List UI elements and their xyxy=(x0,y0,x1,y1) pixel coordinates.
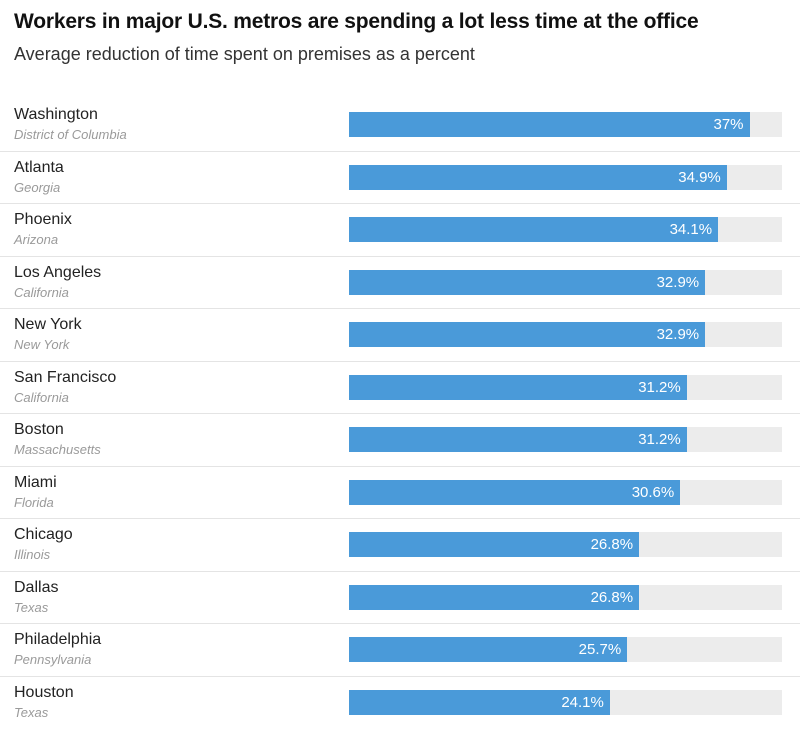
chart-title: Workers in major U.S. metros are spendin… xyxy=(14,10,699,33)
category-label: Chicago xyxy=(14,526,73,543)
bar-track: 34.1% xyxy=(349,217,782,242)
bar-row: Atlanta Georgia 34.9% xyxy=(0,152,800,204)
category-label: Phoenix xyxy=(14,211,72,228)
category-sublabel: Massachusetts xyxy=(14,442,101,457)
data-label: 30.6% xyxy=(631,483,675,501)
category-sublabel: California xyxy=(14,284,69,300)
bar-row: Houston Texas 24.1% xyxy=(0,677,800,730)
bar-track: 31.2% xyxy=(349,427,782,452)
bar-track: 26.8% xyxy=(349,584,782,610)
bar: 31.2% xyxy=(349,374,687,400)
bar: 26.8% xyxy=(349,584,640,610)
bar: 34.1% xyxy=(349,217,719,242)
category-sublabel: Texas xyxy=(14,599,49,615)
bar-track: 30.6% xyxy=(349,479,782,505)
bar-track: 24.1% xyxy=(349,689,782,715)
category-label: Washington xyxy=(14,106,98,123)
category-sublabel: Pennsylvania xyxy=(14,652,92,667)
bar-track: 34.9% xyxy=(349,164,782,190)
bar: 32.9% xyxy=(349,322,706,347)
category-label: Boston xyxy=(14,421,64,438)
category-label: Dallas xyxy=(14,578,59,596)
bar: 30.6% xyxy=(349,479,681,505)
data-label: 26.8% xyxy=(590,588,634,606)
data-label: 34.9% xyxy=(678,168,721,186)
category-sublabel: California xyxy=(14,389,69,405)
category-sublabel: Georgia xyxy=(14,179,61,195)
bar: 31.2% xyxy=(349,427,687,452)
category-sublabel: Texas xyxy=(14,704,49,720)
data-label: 26.8% xyxy=(590,536,634,553)
bar-track: 25.7% xyxy=(349,637,782,662)
data-label: 25.7% xyxy=(578,641,622,658)
bar-chart: Washington District of Columbia 37% Atlanta… xyxy=(0,99,800,729)
category-sublabel: District of Columbia xyxy=(14,127,127,142)
bar-row: Miami Florida 30.6% xyxy=(0,467,800,519)
bar-track: 31.2% xyxy=(349,374,782,400)
bar-row: Philadelphia Pennsylvania 25.7% xyxy=(0,624,800,677)
category-sublabel: New York xyxy=(14,337,70,352)
data-label: 32.9% xyxy=(656,326,700,343)
bar-track: 26.8% xyxy=(349,532,782,557)
data-label: 34.1% xyxy=(669,221,713,238)
category-sublabel: Illinois xyxy=(14,547,51,562)
category-sublabel: Florida xyxy=(14,494,54,510)
category-sublabel: Arizona xyxy=(14,232,59,247)
data-label: 31.2% xyxy=(638,431,681,448)
bar-row: Los Angeles California 32.9% xyxy=(0,257,800,309)
bar-row: Phoenix Arizona 34.1% xyxy=(0,204,800,257)
category-label: New York xyxy=(14,316,82,333)
bar: 25.7% xyxy=(349,637,628,662)
bar-row: San Francisco California 31.2% xyxy=(0,362,800,414)
bar-track: 32.9% xyxy=(349,322,782,347)
data-label: 32.9% xyxy=(656,273,700,291)
bar-row: Washington District of Columbia 37% xyxy=(0,99,800,152)
category-label: Philadelphia xyxy=(14,631,102,648)
bar-track: 37% xyxy=(349,112,782,137)
category-label: Miami xyxy=(14,473,57,491)
bar-row: Boston Massachusetts 31.2% xyxy=(0,414,800,467)
bar-row: Dallas Texas 26.8% xyxy=(0,572,800,624)
bar-row: Chicago Illinois 26.8% xyxy=(0,519,800,572)
bar-track: 32.9% xyxy=(349,269,782,295)
category-label: Houston xyxy=(14,683,74,701)
bar: 34.9% xyxy=(349,164,727,190)
data-label: 31.2% xyxy=(638,378,681,396)
bar: 24.1% xyxy=(349,689,610,715)
data-label: 37% xyxy=(713,116,744,133)
category-label: Los Angeles xyxy=(14,263,102,281)
bar: 32.9% xyxy=(349,269,706,295)
chart-subtitle: Average reduction of time spent on premi… xyxy=(14,44,475,64)
data-label: 24.1% xyxy=(561,693,604,711)
category-label: San Francisco xyxy=(14,368,117,386)
bar: 37% xyxy=(349,112,750,137)
bar-row: New York New York 32.9% xyxy=(0,309,800,362)
category-label: Atlanta xyxy=(14,158,64,176)
bar: 26.8% xyxy=(349,532,640,557)
